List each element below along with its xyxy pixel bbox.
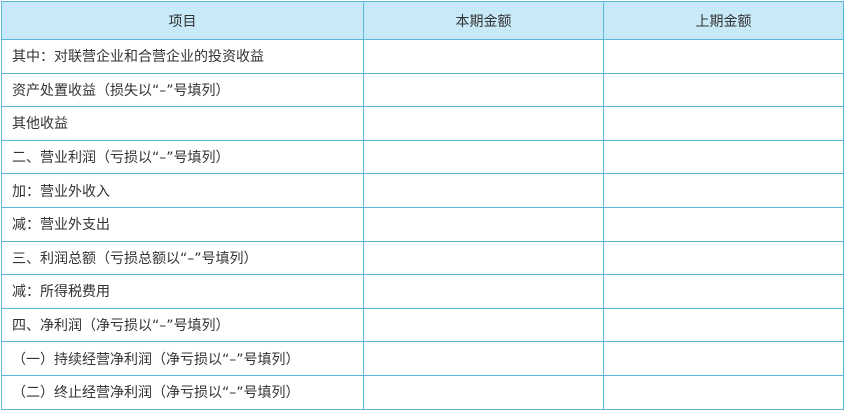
- header-previous-amount: 上期金额: [603, 1, 844, 40]
- current-amount-cell: [363, 72, 604, 108]
- row-label: 其中：对联营企业和合营企业的投资收益: [1, 39, 364, 74]
- income-statement-table: 项目 本期金额 上期金额 其中：对联营企业和合营企业的投资收益 资产处置收益（损失…: [1, 1, 844, 410]
- current-amount-cell: [363, 206, 604, 242]
- table-row: 减：营业外支出: [1, 206, 844, 242]
- current-amount-cell: [363, 240, 604, 276]
- table-row: 其中：对联营企业和合营企业的投资收益: [1, 39, 844, 74]
- current-amount-cell: [363, 173, 604, 208]
- table-row: （一）持续经营净利润（净亏损以“–”号填列）: [1, 341, 844, 376]
- current-amount-cell: [363, 374, 604, 410]
- header-current-amount: 本期金额: [363, 1, 604, 40]
- current-amount-cell: [363, 139, 604, 175]
- previous-amount-cell: [603, 173, 844, 208]
- current-amount-cell: [363, 106, 604, 141]
- row-label: 三、利润总额（亏损总额以“–”号填列）: [1, 240, 364, 276]
- previous-amount-cell: [603, 374, 844, 410]
- previous-amount-cell: [603, 341, 844, 376]
- table-row: 加：营业外收入: [1, 173, 844, 208]
- table-row: （二）终止经营净利润（净亏损以“–”号填列）: [1, 374, 844, 410]
- previous-amount-cell: [603, 240, 844, 276]
- header-row: 项目 本期金额 上期金额: [1, 1, 844, 40]
- table-row: 其他收益: [1, 106, 844, 141]
- row-label: 加：营业外收入: [1, 173, 364, 208]
- table-row: 资产处置收益（损失以“–”号填列）: [1, 72, 844, 108]
- current-amount-cell: [363, 341, 604, 376]
- row-label: （二）终止经营净利润（净亏损以“–”号填列）: [1, 374, 364, 410]
- row-label: 四、净利润（净亏损以“–”号填列）: [1, 307, 364, 343]
- row-label: 减：所得税费用: [1, 274, 364, 309]
- previous-amount-cell: [603, 39, 844, 74]
- table-row: 减：所得税费用: [1, 274, 844, 309]
- row-label: 其他收益: [1, 106, 364, 141]
- table-row: 三、利润总额（亏损总额以“–”号填列）: [1, 240, 844, 276]
- previous-amount-cell: [603, 307, 844, 343]
- table-row: 四、净利润（净亏损以“–”号填列）: [1, 307, 844, 343]
- current-amount-cell: [363, 39, 604, 74]
- row-label: 减：营业外支出: [1, 206, 364, 242]
- previous-amount-cell: [603, 206, 844, 242]
- current-amount-cell: [363, 307, 604, 343]
- header-item: 项目: [1, 1, 364, 40]
- table-row: 二、营业利润（亏损以“–”号填列）: [1, 139, 844, 175]
- previous-amount-cell: [603, 139, 844, 175]
- previous-amount-cell: [603, 106, 844, 141]
- row-label: （一）持续经营净利润（净亏损以“–”号填列）: [1, 341, 364, 376]
- previous-amount-cell: [603, 72, 844, 108]
- row-label: 资产处置收益（损失以“–”号填列）: [1, 72, 364, 108]
- current-amount-cell: [363, 274, 604, 309]
- previous-amount-cell: [603, 274, 844, 309]
- row-label: 二、营业利润（亏损以“–”号填列）: [1, 139, 364, 175]
